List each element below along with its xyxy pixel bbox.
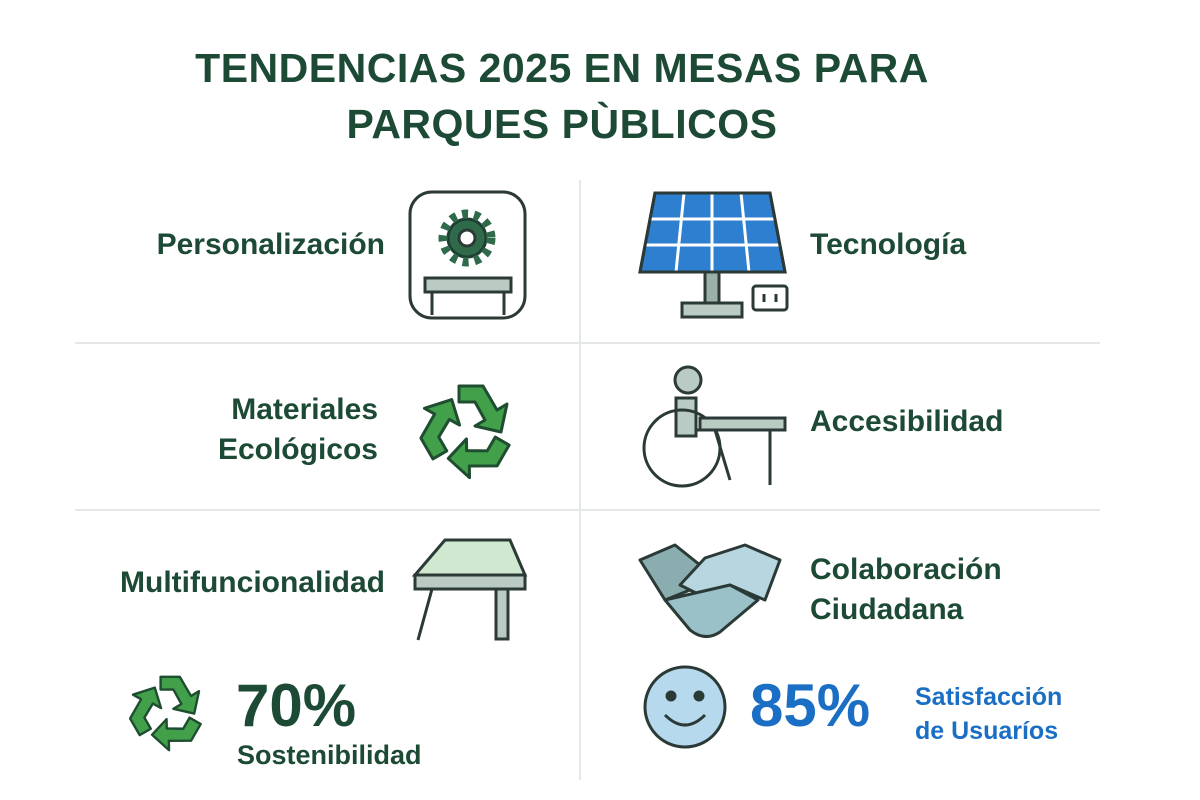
label-line: Accesibilidad <box>810 405 1004 438</box>
icon-smiley <box>643 665 727 749</box>
icon-handshake <box>638 543 782 638</box>
stat-label: Sostenibilidad <box>237 740 422 771</box>
trend-label: Materiales Ecológicos <box>80 390 378 470</box>
stat-label: Satisfacción de Usuaríos <box>915 680 1062 748</box>
label-line: Ciudadana <box>810 593 964 626</box>
dividers <box>75 180 1100 780</box>
label-line: Materiales <box>231 393 378 426</box>
label-line: de Usuaríos <box>915 717 1059 745</box>
icon-personalization <box>408 190 527 320</box>
icon-recycle-small <box>119 675 202 759</box>
trend-label: Accesibilidad <box>810 402 1110 442</box>
label-line: Colaboración <box>810 553 1002 586</box>
icon-technology <box>638 191 789 319</box>
label-line: Satisfacción <box>915 683 1063 711</box>
trend-label: Colaboración Ciudadana <box>810 550 1110 630</box>
icon-accessibility <box>642 365 787 488</box>
stat-value: 70% <box>236 672 357 739</box>
label-line: Sostenibilidad <box>237 740 422 770</box>
label-line: Ecológicos <box>217 433 378 466</box>
label-line: Personalización <box>156 228 385 261</box>
title: TENDENCIAS 2025 EN MESAS PARA PARQUES PÙ… <box>195 45 929 147</box>
trend-label: Tecnología <box>810 225 1110 265</box>
icon-multifunction <box>411 538 528 641</box>
stat-value: 85% <box>750 672 871 739</box>
icon-recycle <box>407 384 511 489</box>
label-line: Multifuncionalidad <box>120 566 385 599</box>
label-line: Tecnología <box>810 228 967 261</box>
trend-label: Multifuncionalidad <box>60 563 385 603</box>
trend-label: Personalización <box>80 225 385 265</box>
